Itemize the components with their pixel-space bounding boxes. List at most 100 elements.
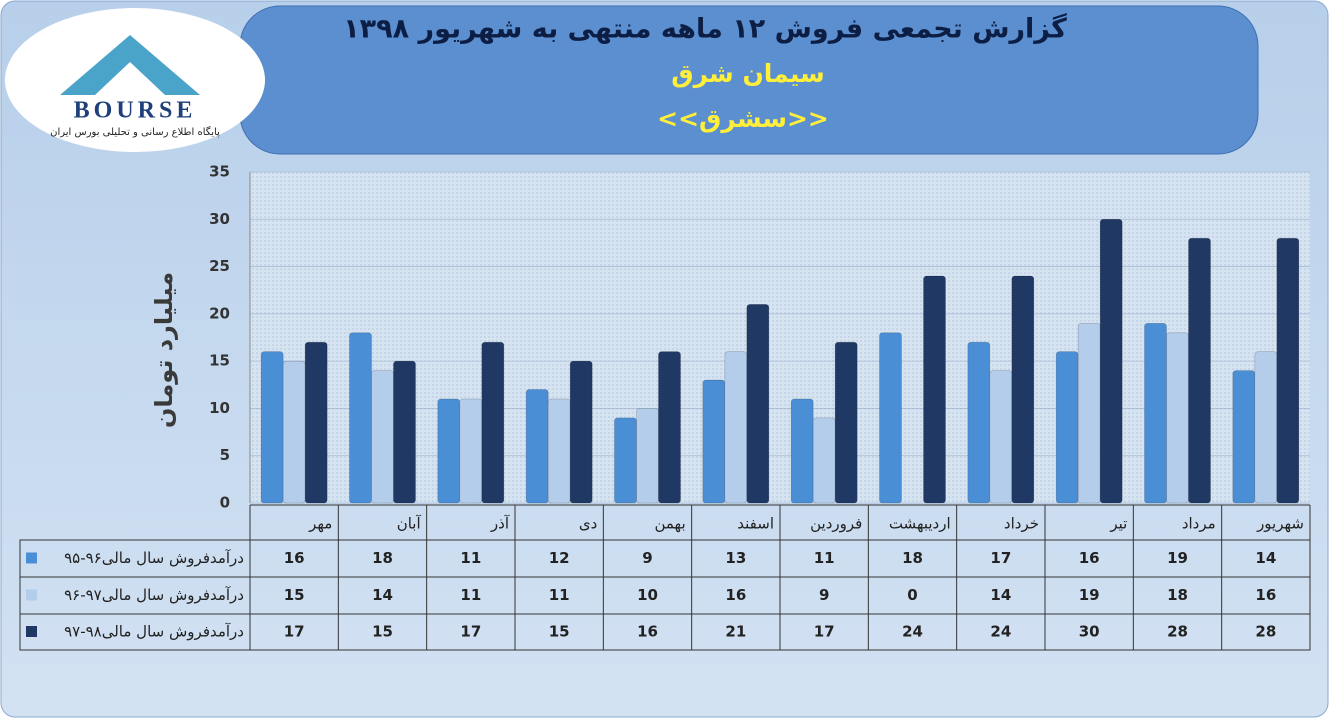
- chart-title: گزارش تجمعی فروش ۱۲ ماهه منتهی به شهریور…: [343, 13, 1067, 45]
- x-tick-label: مرداد: [1182, 515, 1216, 533]
- bar: [1055, 351, 1079, 504]
- y-tick-label: 35: [209, 163, 230, 181]
- y-axis-label: میلیارد تومان: [150, 272, 178, 428]
- table-value: 13: [725, 549, 746, 567]
- bar: [260, 351, 284, 504]
- logo-shape: [95, 62, 165, 95]
- x-tick-label: شهریور: [1256, 515, 1304, 533]
- x-tick-label: فروردین: [810, 515, 862, 533]
- table-value: 16: [284, 549, 305, 567]
- table-value: 28: [1255, 623, 1276, 641]
- table-value: 24: [990, 623, 1011, 641]
- bar: [1099, 218, 1123, 504]
- legend-label: درآمدفروش سال مالی۹۶-۹۵: [64, 549, 244, 567]
- bar: [989, 370, 1013, 504]
- table-value: 11: [460, 586, 481, 604]
- table-value: 15: [284, 586, 305, 604]
- bar: [724, 351, 748, 504]
- x-tick-label: مهر: [308, 515, 332, 533]
- table-value: 16: [725, 586, 746, 604]
- table-value: 17: [990, 549, 1011, 567]
- x-tick-label: اردیبهشت: [889, 515, 951, 533]
- table-value: 15: [372, 623, 393, 641]
- bar: [371, 370, 394, 504]
- bar: [879, 332, 902, 504]
- bar: [1232, 370, 1256, 504]
- table-value: 16: [1079, 549, 1100, 567]
- bar: [923, 275, 946, 504]
- table-value: 21: [725, 623, 746, 641]
- table-value: 11: [814, 549, 835, 567]
- x-tick-label: دی: [579, 515, 597, 533]
- bar: [481, 341, 505, 504]
- legend-swatch: [26, 552, 37, 564]
- table-value: 17: [284, 623, 305, 641]
- table-value: 28: [1167, 623, 1188, 641]
- y-tick-label: 20: [209, 304, 230, 322]
- bar: [790, 398, 814, 504]
- y-tick-label: 25: [209, 257, 230, 275]
- bar: [812, 417, 836, 504]
- x-tick-label: آذر: [490, 515, 510, 533]
- table-value: 24: [902, 623, 923, 641]
- bar: [459, 398, 483, 504]
- table-value: 9: [819, 586, 829, 604]
- bar: [1011, 275, 1035, 504]
- table-value: 14: [372, 586, 393, 604]
- table-value: 18: [372, 549, 393, 567]
- bar: [1276, 237, 1300, 504]
- table-value: 15: [549, 623, 570, 641]
- legend-label: درآمدفروش سال مالی۹۸-۹۷: [64, 623, 244, 641]
- legend-swatch: [26, 589, 37, 601]
- table-value: 14: [1255, 549, 1276, 567]
- table-value: 18: [902, 549, 923, 567]
- bar: [1144, 323, 1167, 504]
- bar: [702, 379, 726, 504]
- x-tick-label: بهمن: [654, 515, 685, 533]
- bar: [746, 304, 770, 504]
- bar: [569, 360, 593, 504]
- bar: [282, 360, 306, 504]
- chart-subtitle: سیمان شرق: [671, 59, 824, 89]
- bar: [393, 360, 416, 504]
- table-value: 14: [990, 586, 1011, 604]
- y-tick-label: 5: [220, 446, 230, 464]
- bar: [547, 398, 571, 504]
- bar: [1166, 332, 1189, 504]
- chart-symbol: <<سشرق>>: [657, 104, 829, 134]
- table-value: 11: [549, 586, 570, 604]
- x-tick-label: آبان: [397, 515, 422, 533]
- logo-tagline: پایگاه اطلاع رسانی و تحلیلی بورس ایران: [50, 126, 220, 138]
- bar: [967, 341, 991, 504]
- table-value: 12: [549, 549, 570, 567]
- table-value: 19: [1079, 586, 1100, 604]
- bar: [525, 389, 549, 504]
- table-value: 17: [814, 623, 835, 641]
- table-value: 11: [460, 549, 481, 567]
- table-value: 19: [1167, 549, 1188, 567]
- table-value: 18: [1167, 586, 1188, 604]
- y-tick-label: 30: [209, 210, 230, 228]
- bar: [1188, 237, 1211, 504]
- x-tick-label: اسفند: [737, 515, 774, 533]
- bar: [304, 341, 328, 504]
- x-tick-label: خرداد: [1004, 515, 1039, 533]
- table-value: 16: [637, 623, 658, 641]
- bar: [437, 398, 461, 504]
- bar: [834, 341, 858, 504]
- bar: [636, 408, 659, 504]
- y-tick-label: 10: [209, 399, 230, 417]
- y-tick-label: 15: [209, 352, 230, 370]
- y-tick-label: 0: [220, 494, 230, 512]
- table-value: 17: [460, 623, 481, 641]
- bar: [614, 417, 637, 504]
- table-value: 16: [1255, 586, 1276, 604]
- plot-area: [250, 172, 1310, 503]
- bar: [658, 351, 681, 504]
- table-value: 9: [642, 549, 652, 567]
- table-value: 30: [1079, 623, 1100, 641]
- legend-swatch: [26, 626, 37, 637]
- x-tick-label: تیر: [1109, 515, 1127, 533]
- logo-brand: BOURSE: [74, 98, 197, 124]
